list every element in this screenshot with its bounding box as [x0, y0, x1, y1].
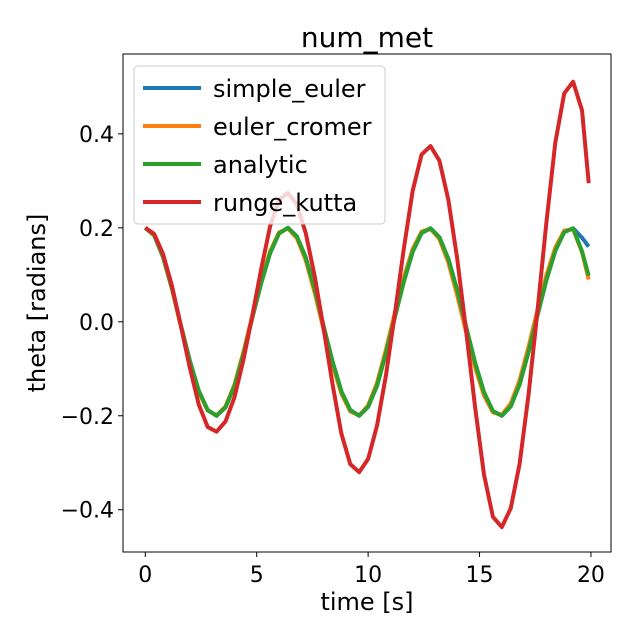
legend-label: analytic [213, 151, 308, 179]
legend-label: simple_euler [213, 75, 366, 103]
y-tick-label: 0.2 [79, 217, 114, 242]
y-tick-label: −0.4 [61, 499, 114, 524]
y-tick-label: 0.4 [79, 123, 114, 148]
x-tick-label: 15 [466, 563, 494, 588]
plot-area [143, 79, 591, 530]
x-axis-ticks: 0 5 10 15 20 [138, 552, 605, 588]
series-line-simple-euler [143, 225, 591, 418]
legend-box [133, 65, 386, 225]
x-tick-label: 20 [577, 563, 605, 588]
y-tick-label: −0.2 [61, 405, 114, 430]
axes-frame [122, 53, 612, 553]
y-tick-label: 0.0 [79, 311, 114, 336]
legend-label: runge_kutta [213, 189, 357, 217]
legend-label: euler_cromer [213, 113, 372, 141]
x-tick-label: 10 [354, 563, 382, 588]
series-line-analytic [143, 225, 591, 418]
x-tick-label: 0 [138, 563, 152, 588]
series-line-euler-cromer [143, 226, 591, 418]
x-axis-label: time [s] [320, 588, 413, 616]
series-line-runge-kutta [144, 79, 591, 530]
legend: simple_euler euler_cromer analytic runge_ku… [133, 65, 386, 225]
x-tick-label: 5 [250, 563, 264, 588]
chart-title: num_met [301, 21, 433, 54]
y-axis-label: theta [radians] [23, 214, 51, 393]
y-axis-ticks: −0.4 −0.2 0.0 0.2 0.4 [61, 123, 123, 524]
